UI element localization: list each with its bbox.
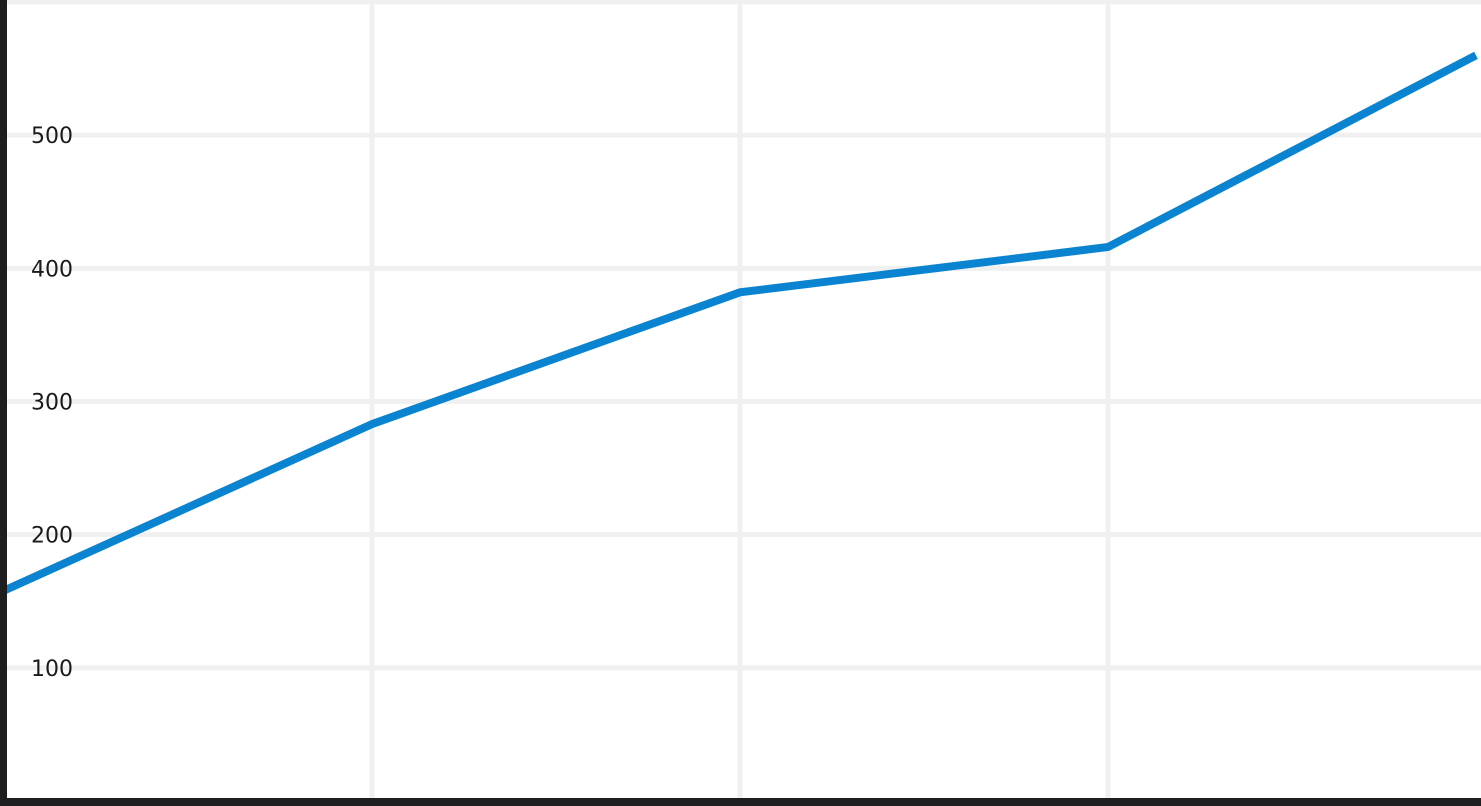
y-tick-label: 300 [31, 391, 73, 416]
line-chart: 100 200 300 400 500 [7, 0, 1481, 798]
chart-plot-area: 100 200 300 400 500 [7, 0, 1481, 798]
y-tick-label: 100 [31, 657, 73, 682]
y-tick-label: 500 [31, 124, 73, 149]
y-tick-label: 400 [31, 257, 73, 282]
y-tick-label: 200 [31, 524, 73, 549]
